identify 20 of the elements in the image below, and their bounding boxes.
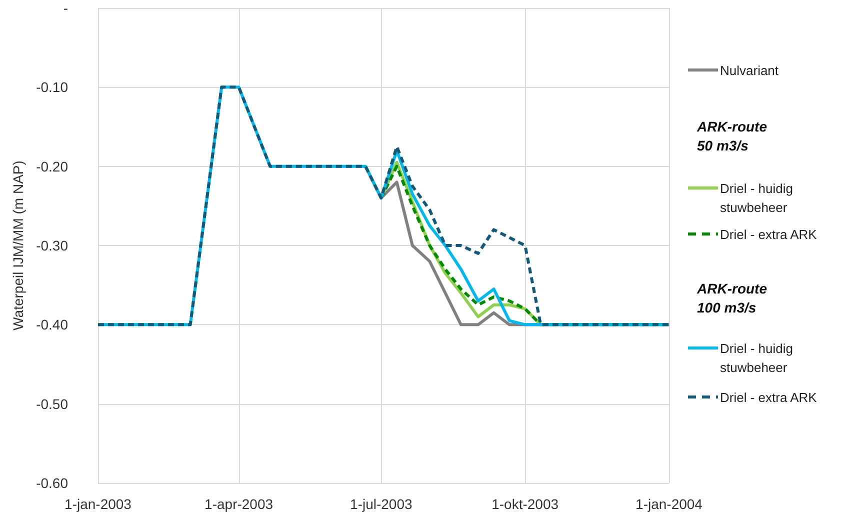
y-tick-label: -0.50 (36, 396, 68, 412)
x-tick-label: 1-jan-2003 (64, 496, 132, 512)
y-tick-label: -0.10 (36, 79, 68, 96)
x-tick-label: 1-apr-2003 (204, 496, 274, 512)
legend-label: Driel - extra ARK (720, 390, 818, 405)
legend-label: Driel - huidig stuwbeheer (720, 341, 797, 375)
y-tick-label: -0.40 (36, 316, 68, 333)
text: ARK-route 50 m3/s (696, 118, 771, 154)
x-tick-label: 1-jul-2003 (350, 496, 412, 512)
legend-label: Driel - huidig stuwbeheer (720, 181, 797, 215)
legend-label: Nulvariant (720, 63, 779, 78)
text: ARK-route 100 m3/s (696, 280, 771, 316)
y-tick-label: -0.60 (36, 475, 68, 491)
y-tick-label: - (63, 0, 68, 16)
y-tick-label: -0.20 (36, 158, 68, 174)
legend-label: Driel - extra ARK (720, 227, 818, 242)
y-axis-title: Waterpeil IJM/MM (m NAP) (10, 160, 26, 330)
y-tick-label: -0.30 (36, 238, 68, 254)
x-tick-label: 1-jan-2004 (636, 496, 703, 512)
x-tick-label: 1-okt-2003 (492, 496, 559, 512)
